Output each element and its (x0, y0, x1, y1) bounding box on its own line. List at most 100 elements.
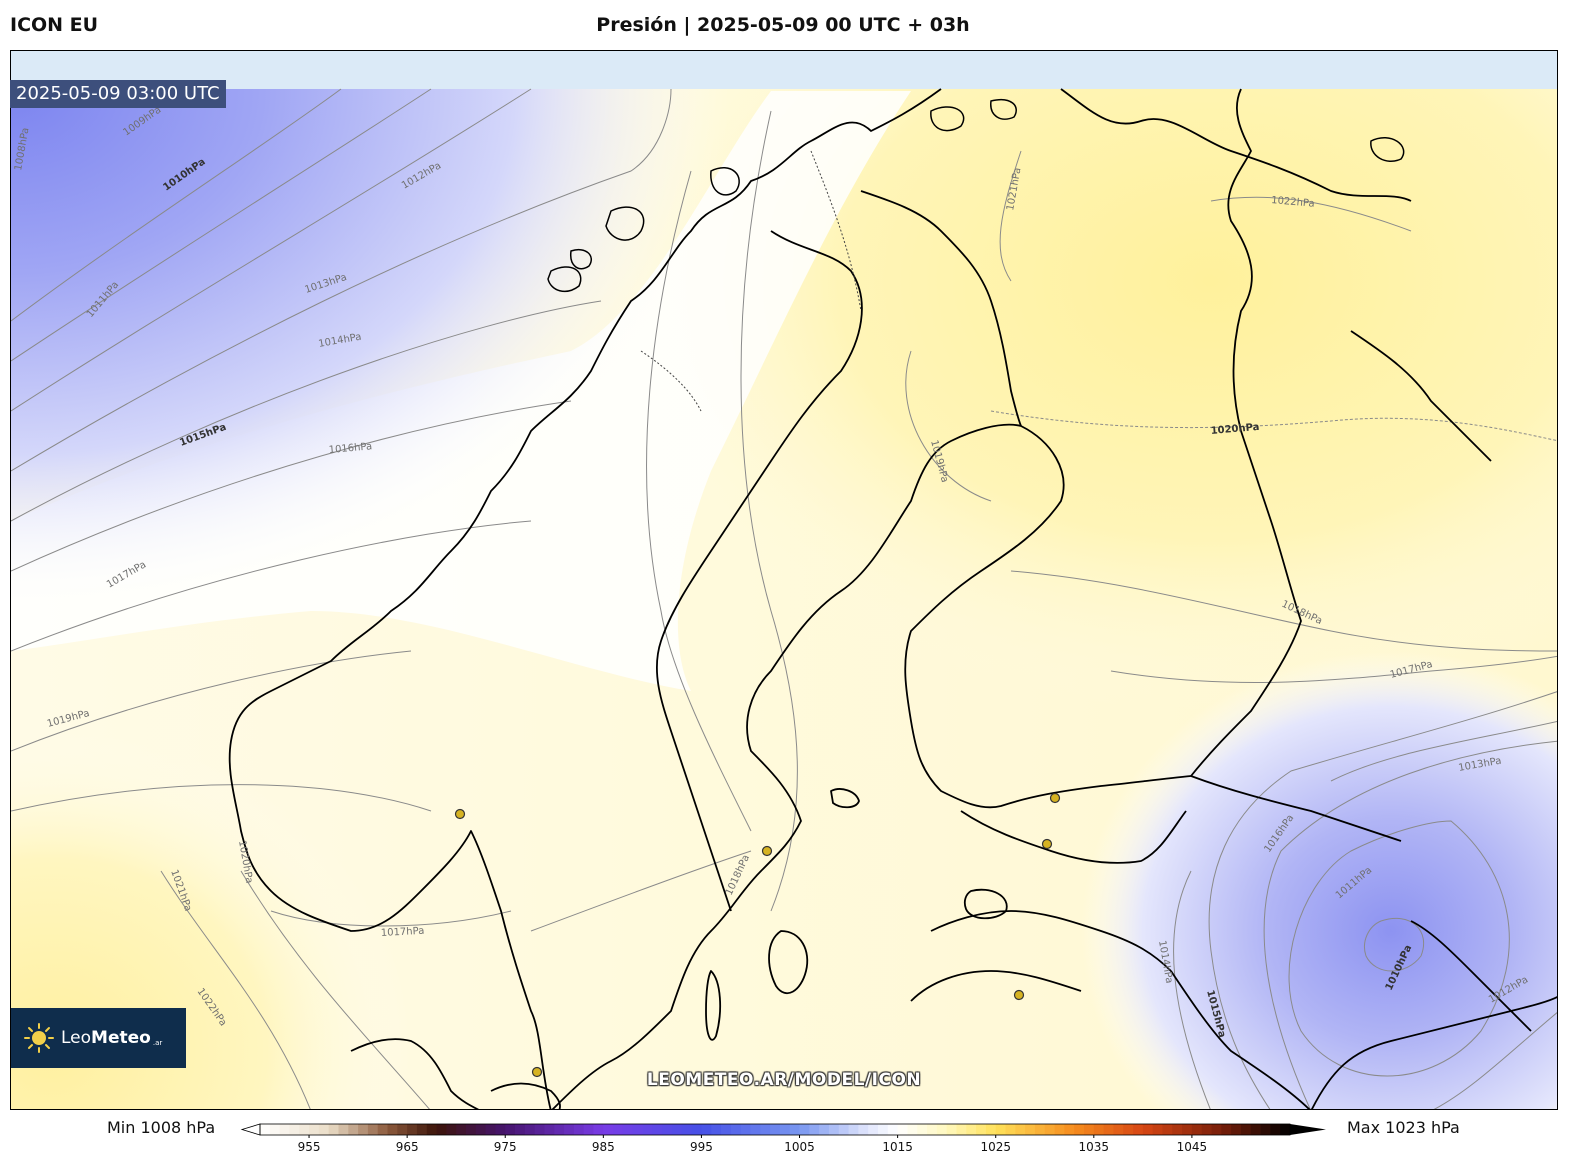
colorbar-tick-label: 995 (690, 1140, 713, 1154)
colorbar-cell (1025, 1124, 1036, 1135)
colorbar-min-label: Min 1008 hPa (107, 1118, 216, 1137)
colorbar-cell (318, 1124, 330, 1135)
colorbar-cell (1280, 1124, 1291, 1135)
colorbar-cell (1221, 1124, 1232, 1135)
colorbar-cell (426, 1124, 437, 1135)
colorbar-cell (524, 1124, 536, 1135)
colorbar-cell (279, 1124, 290, 1135)
colorbar-cell (397, 1124, 408, 1135)
colorbar-cell (740, 1124, 751, 1135)
colorbar-cell (603, 1124, 614, 1135)
colorbar-cell (907, 1124, 918, 1135)
colorbar-cell (701, 1124, 712, 1135)
colorbar-min-extend (240, 1123, 261, 1136)
colorbar-frame (259, 1123, 1291, 1136)
colorbar-cell (838, 1124, 849, 1135)
colorbar-cell (770, 1124, 781, 1135)
colorbar-cell (976, 1124, 987, 1135)
colorbar-cell (878, 1124, 889, 1135)
colorbar-cell (1172, 1124, 1183, 1135)
colorbar-cell (799, 1124, 810, 1135)
colorbar-tick-label: 965 (396, 1140, 419, 1154)
colorbar-cell (544, 1124, 555, 1135)
colorbar-cell (1044, 1124, 1055, 1135)
colorbar-cell (475, 1124, 487, 1135)
colorbar-max-extend (1290, 1124, 1326, 1135)
sun-icon (24, 1023, 54, 1053)
map-canvas: 1008hPa 1009hPa 1010hPa 1011hPa 1012hPa … (11, 51, 1557, 1109)
colorbar-cell (1240, 1124, 1252, 1135)
pressure-map[interactable]: 1008hPa 1009hPa 1010hPa 1011hPa 1012hPa … (10, 50, 1558, 1110)
colorbar-cell (456, 1124, 467, 1135)
chart-title: Presión | 2025-05-09 00 UTC + 03h (596, 14, 970, 36)
colorbar-cell (1270, 1124, 1281, 1135)
colorbar-cell (377, 1124, 388, 1135)
colorbar-cell (416, 1124, 428, 1135)
colorbar-cell (466, 1124, 477, 1135)
colorbar-cell (1113, 1124, 1124, 1135)
colorbar-cell (583, 1124, 594, 1135)
colorbar-tick-label: 955 (298, 1140, 321, 1154)
colorbar-cell (917, 1124, 928, 1135)
colorbar-cell (721, 1124, 732, 1135)
colorbar-cell (622, 1124, 634, 1135)
city-riga[interactable] (1013, 989, 1025, 1001)
colorbar-cell (966, 1124, 977, 1135)
colorbar-cell (1015, 1124, 1026, 1135)
city-copenhagen[interactable] (531, 1066, 543, 1078)
colorbar-cell (750, 1124, 761, 1135)
city-helsinki[interactable] (1049, 792, 1061, 804)
colorbar-cell (1260, 1124, 1271, 1135)
colorbar-cell (1084, 1124, 1095, 1135)
colorbar-cell (1123, 1124, 1134, 1135)
colorbar-cell (1005, 1124, 1016, 1135)
colorbar-cell (289, 1124, 300, 1135)
isobar-label: 1017hPa (381, 926, 425, 939)
leometeo-logo[interactable]: LeoMeteo .ar (11, 1008, 186, 1068)
colorbar-cell (505, 1124, 516, 1135)
colorbar-cell (1034, 1124, 1046, 1135)
colorbar-cell (358, 1124, 369, 1135)
colorbar-cell (1182, 1124, 1193, 1135)
watermark: LEOMETEO.AR/MODEL/ICON (646, 1070, 922, 1090)
colorbar-cell (642, 1124, 653, 1135)
colorbar-tick-label: 975 (494, 1140, 517, 1154)
isobar-label: 1016hPa (328, 441, 372, 456)
colorbar-cell (515, 1124, 526, 1135)
colorbar-cell (868, 1124, 879, 1135)
colorbar-cell (828, 1124, 840, 1135)
colorbar-cell (1250, 1124, 1261, 1135)
colorbar-tick-label: 1015 (882, 1140, 913, 1154)
colorbar-cell (632, 1124, 643, 1135)
colorbar-cell (858, 1124, 869, 1135)
colorbar-cell (564, 1124, 575, 1135)
colorbar-cell (1133, 1124, 1144, 1135)
colorbar-cell (328, 1124, 339, 1135)
colorbar-cell (760, 1124, 771, 1135)
colorbar-cell (1093, 1124, 1105, 1135)
colorbar-cell (985, 1124, 997, 1135)
city-stockholm[interactable] (761, 845, 773, 857)
colorbar-cell (927, 1124, 938, 1135)
colorbar-cell (672, 1124, 683, 1135)
colorbar-cell (1162, 1124, 1173, 1135)
colorbar-tick-label: 1005 (784, 1140, 815, 1154)
colorbar-cell (1103, 1124, 1114, 1135)
colorbar-cell (367, 1124, 379, 1135)
city-oslo[interactable] (454, 808, 466, 820)
colorbar-cell (652, 1124, 663, 1135)
colorbar-cell (681, 1124, 693, 1135)
colorbar-cell (309, 1124, 320, 1135)
colorbar-cell (887, 1124, 899, 1135)
colorbar-cell (495, 1124, 506, 1135)
colorbar-cell (897, 1124, 908, 1135)
colorbar-cell (936, 1124, 948, 1135)
colorbar-max-label: Max 1023 hPa (1347, 1118, 1460, 1137)
city-tallinn[interactable] (1041, 838, 1053, 850)
colorbar-tick-label: 1045 (1177, 1140, 1208, 1154)
colorbar-cell (1231, 1124, 1242, 1135)
colorbar-cell (730, 1124, 742, 1135)
colorbar-cell (1201, 1124, 1212, 1135)
colorbar-cell (819, 1124, 830, 1135)
colorbar-cell (436, 1124, 447, 1135)
